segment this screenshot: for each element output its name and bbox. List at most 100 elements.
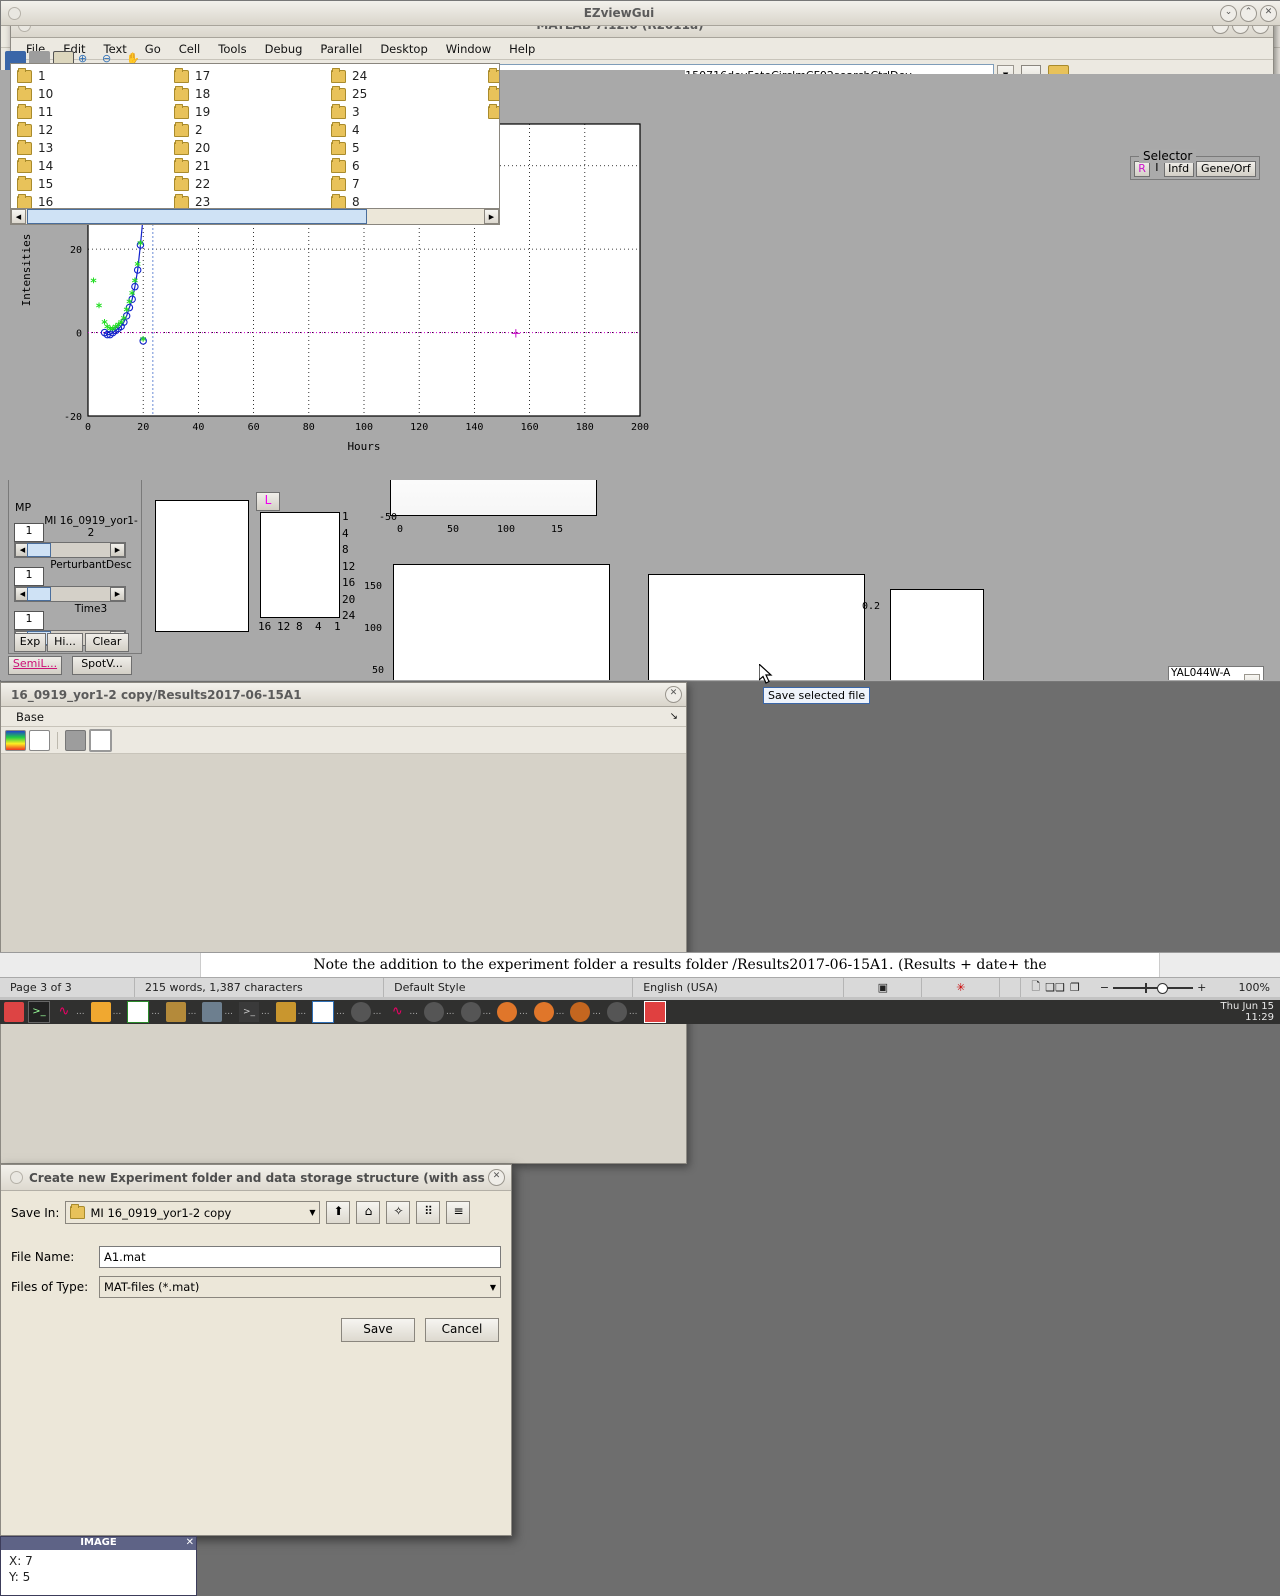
list-item[interactable]: 2 — [170, 121, 327, 139]
small-plot-3[interactable] — [648, 574, 865, 680]
slider-thumb[interactable] — [27, 543, 51, 557]
tool-taskbar-icon[interactable] — [202, 1002, 222, 1022]
new-folder-icon[interactable]: ✧ — [386, 1201, 410, 1224]
selector-button-i[interactable]: I — [1152, 161, 1161, 175]
firefox-taskbar-icon-2[interactable] — [534, 1002, 554, 1022]
list-item[interactable]: 17 — [170, 67, 327, 85]
selector-button-gene[interactable]: Gene/Orf — [1196, 161, 1256, 177]
dialog-close-button[interactable]: ✕ — [488, 1169, 505, 1186]
up-folder-icon[interactable]: ⬆ — [326, 1201, 350, 1224]
zone-3-value-2[interactable]: 1 — [14, 567, 44, 586]
calc-taskbar-icon[interactable] — [127, 1001, 149, 1023]
list-item[interactable]: A1 — [484, 85, 500, 103]
list-item[interactable]: 20 — [170, 139, 327, 157]
matlab-taskbar-icon-2[interactable]: ∿ — [387, 1002, 407, 1022]
taskbar-clock[interactable]: Thu Jun 15 11:29 — [1221, 1001, 1280, 1023]
menu-tools[interactable]: Tools — [209, 40, 255, 58]
zone-3-hide-button[interactable]: Hi... — [47, 633, 83, 652]
zone-3-exp-button[interactable]: Exp — [14, 633, 46, 652]
single-page-view-icon[interactable]: 🗋 — [1031, 978, 1040, 997]
list-item[interactable]: 22 — [170, 175, 327, 193]
save-file-dialog[interactable]: Create new Experiment folder and data st… — [0, 1164, 512, 1536]
zone-3-value-3[interactable]: 1 — [14, 611, 44, 630]
details-view-icon[interactable]: ⠿ — [416, 1201, 440, 1224]
plot-window-menu-base[interactable]: Base — [7, 708, 53, 726]
folder-taskbar-icon-3[interactable] — [276, 1002, 296, 1022]
plate-l-button-3[interactable]: L — [256, 492, 280, 511]
matlab-menubar[interactable]: File Edit Text Go Cell Tools Debug Paral… — [11, 38, 1273, 60]
semilog-button[interactable]: SemiL... — [8, 656, 62, 675]
firefox-taskbar-icon-3[interactable] — [570, 1002, 590, 1022]
small-plot-4[interactable] — [890, 589, 984, 680]
list-item[interactable]: 19 — [170, 103, 327, 121]
files-of-type-row[interactable]: Files of Type: MAT-files (*.mat) ▼ — [1, 1268, 511, 1298]
folder-taskbar-icon-1[interactable] — [91, 1002, 111, 1022]
list-item[interactable]: 5 — [327, 139, 484, 157]
files-of-type-select[interactable]: MAT-files (*.mat) ▼ — [99, 1276, 501, 1298]
terminal-taskbar-icon-2[interactable]: >_ — [239, 1002, 259, 1022]
zone-3-slider-2[interactable]: ◀▶ — [14, 586, 126, 602]
save-in-row[interactable]: Save In: MI 16_0919_yor1-2 copy ▼ ⬆ ⌂ ✧ … — [1, 1191, 511, 1232]
spotview-button[interactable]: SpotV... — [72, 656, 132, 675]
writer-taskbar-icon[interactable] — [312, 1001, 334, 1023]
zoom-out-icon[interactable]: − — [1100, 981, 1109, 994]
list-item[interactable]: 6 — [327, 157, 484, 175]
list-item[interactable]: 3 — [327, 103, 484, 121]
menu-desktop[interactable]: Desktop — [371, 40, 436, 58]
list-view-icon[interactable]: ≡ — [446, 1201, 470, 1224]
axes-icon[interactable] — [89, 729, 112, 752]
list-item[interactable]: 14 — [13, 157, 170, 175]
terminal-icon[interactable]: >_ — [28, 1001, 50, 1023]
zone-3-slider-1[interactable]: ◀▶ — [14, 542, 126, 558]
plot-window-menubar[interactable]: Base ↘ — [1, 707, 686, 727]
plate-heatmap-3[interactable] — [260, 512, 340, 618]
book-view-icon[interactable]: ❐ — [1070, 981, 1080, 994]
menu-window[interactable]: Window — [437, 40, 500, 58]
save-in-dropdown-icon[interactable]: ▼ — [309, 1208, 315, 1217]
selector-button-infd[interactable]: Infd — [1164, 161, 1194, 177]
list-item[interactable]: B1 — [484, 103, 500, 121]
cancel-button[interactable]: Cancel — [425, 1318, 499, 1342]
folder-taskbar-icon-2[interactable] — [166, 1002, 186, 1022]
writer-zoom-slider[interactable]: − + — [1090, 978, 1216, 997]
app-launcher-icon[interactable] — [4, 1002, 24, 1022]
list-item[interactable]: 24 — [327, 67, 484, 85]
list-item[interactable]: 9 — [484, 67, 500, 85]
file-name-input[interactable]: A1.mat — [99, 1246, 501, 1268]
active-window-icon[interactable] — [644, 1001, 666, 1023]
list-item[interactable]: 15 — [13, 175, 170, 193]
save-in-select[interactable]: MI 16_0919_yor1-2 copy ▼ — [65, 1201, 320, 1224]
matlab-taskbar-icon[interactable]: ∿ — [54, 1002, 74, 1022]
list-item[interactable]: 21 — [170, 157, 327, 175]
menu-cell[interactable]: Cell — [170, 40, 210, 58]
list-item[interactable]: 7 — [327, 175, 484, 193]
files-of-type-dropdown-icon[interactable]: ▼ — [490, 1283, 496, 1292]
slider-right-icon[interactable]: ▶ — [110, 587, 125, 601]
plot-window-titlebar[interactable]: 16_0919_yor1-2 copy/Results2017-06-15A1 … — [1, 683, 686, 707]
list-item[interactable]: 4 — [327, 121, 484, 139]
dialog-buttons[interactable]: Save Cancel — [1, 1298, 511, 1342]
list-item[interactable]: 18 — [170, 85, 327, 103]
zone-3-value-1[interactable]: 1 — [14, 523, 44, 542]
writer-selection-mode-icon[interactable]: ▣ — [844, 978, 922, 997]
results-plot-window[interactable]: 16_0919_yor1-2 copy/Results2017-06-15A1 … — [0, 682, 687, 1164]
selector-button-r[interactable]: R — [1134, 161, 1150, 177]
writer-view-icons[interactable]: 🗋 ❑❑ ❐ — [1021, 978, 1089, 997]
list-item[interactable]: 12 — [13, 121, 170, 139]
gene-list-scroll-down-icon[interactable]: ▼ — [1244, 674, 1260, 680]
menu-parallel[interactable]: Parallel — [311, 40, 371, 58]
zone-3-clear-button[interactable]: Clear — [85, 633, 129, 652]
slider-right-icon[interactable]: ▶ — [110, 543, 125, 557]
list-item[interactable]: 11 — [13, 103, 170, 121]
plot-window-expand-icon[interactable]: ↘ — [661, 709, 686, 724]
list-item[interactable]: 13 — [13, 139, 170, 157]
plot-window-close-button[interactable]: ✕ — [665, 686, 682, 703]
ezview-window-menu-icon[interactable] — [8, 7, 21, 20]
ezview-close-button[interactable]: ✕ — [1260, 5, 1277, 22]
scroll-left-icon[interactable]: ◀ — [11, 209, 26, 224]
disc-taskbar-icon-1[interactable] — [351, 1002, 371, 1022]
zoom-in-icon[interactable]: + — [1197, 981, 1206, 994]
ezview-minimize-button[interactable]: ⌄ — [1220, 5, 1237, 22]
